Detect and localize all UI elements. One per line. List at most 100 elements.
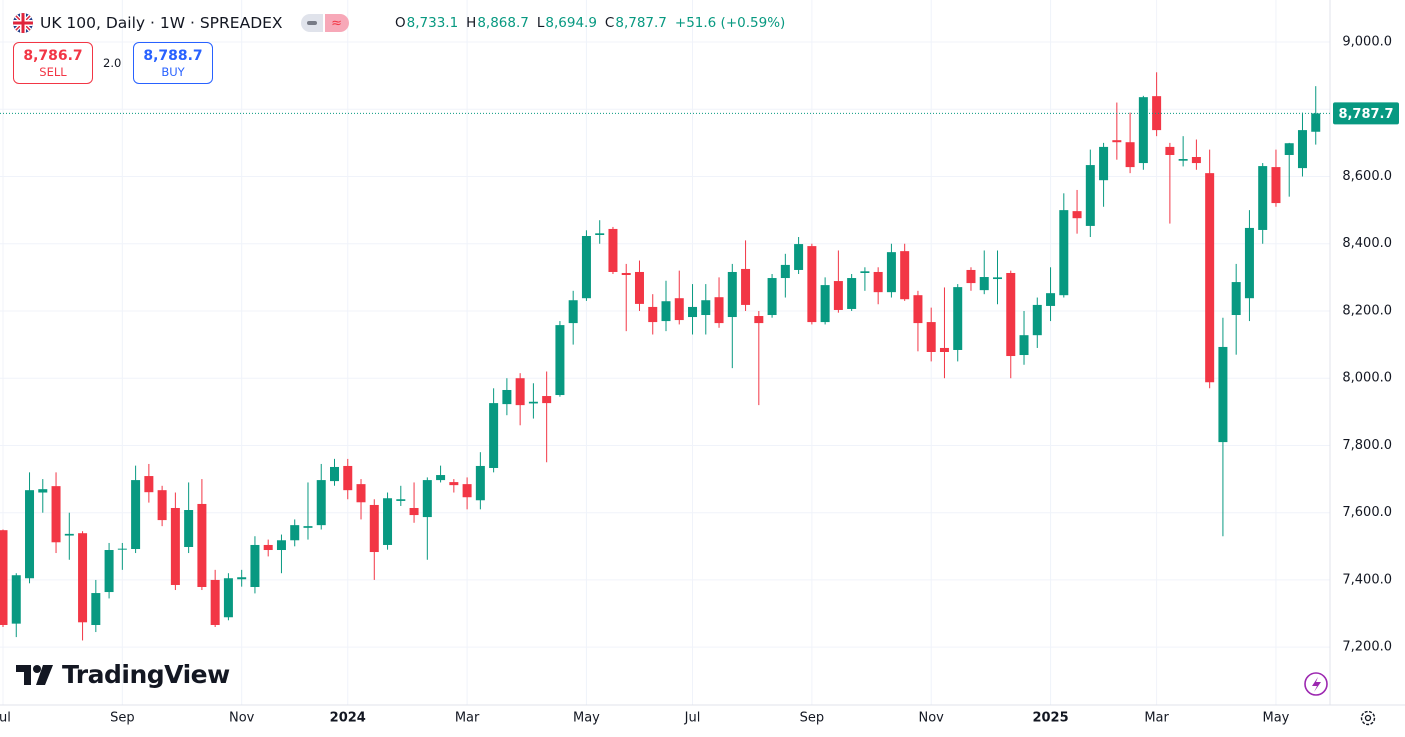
candle-body — [409, 507, 419, 516]
candle-body — [581, 236, 591, 299]
spread: 2.0 — [103, 56, 122, 70]
candle-body — [767, 278, 777, 316]
candle-body — [860, 271, 870, 273]
brand-logo[interactable]: TradingView — [16, 660, 230, 689]
candle-body — [1125, 142, 1135, 168]
candle-body — [1072, 211, 1082, 219]
candle-body — [1032, 304, 1042, 336]
buy-label: BUY — [161, 65, 185, 79]
change-value: +51.6 (+0.59%) — [674, 15, 786, 31]
candle-body — [475, 465, 485, 501]
buy-button[interactable]: 8,788.7 BUY — [133, 42, 213, 84]
open-value: 8,733.1 — [406, 15, 459, 31]
candle-body — [741, 268, 751, 305]
candle-body — [223, 578, 233, 618]
candle-body — [144, 476, 154, 493]
candles — [0, 72, 1321, 641]
candle-body — [648, 306, 658, 323]
candle-body — [1165, 146, 1175, 155]
candle-body — [356, 484, 366, 503]
data-status[interactable]: ≈ — [324, 14, 349, 32]
y-tick-label: 7,400.0 — [1342, 572, 1392, 587]
y-tick-label: 8,000.0 — [1342, 371, 1392, 386]
candle-body — [979, 277, 989, 291]
sell-label: SELL — [39, 65, 67, 79]
candle-body — [170, 507, 180, 585]
high-label: H — [466, 15, 477, 31]
low-value: 8,694.9 — [545, 15, 597, 31]
close-label: C — [604, 15, 615, 31]
candle-body — [847, 278, 857, 309]
candle-body — [966, 269, 976, 284]
x-tick-label: Sep — [110, 711, 135, 726]
candle-body — [688, 306, 698, 318]
candle-body — [1046, 293, 1056, 306]
candle-body — [634, 271, 644, 304]
candle-body — [436, 475, 446, 481]
candle-body — [1099, 146, 1109, 181]
market-status[interactable] — [300, 14, 323, 32]
candle-body — [197, 503, 207, 587]
symbol-title[interactable]: UK 100, Daily · 1W · SPREADEX — [40, 14, 283, 32]
candle-body — [157, 490, 167, 521]
candle-body — [595, 233, 605, 235]
candle-body — [1284, 143, 1294, 155]
settings-ring — [1360, 710, 1376, 726]
x-tick-label: May — [1263, 711, 1290, 726]
last-price-label: 8,787.7 — [1338, 107, 1393, 122]
candle-body — [1138, 97, 1148, 164]
candle-body — [383, 498, 393, 545]
candle-body — [1218, 346, 1228, 443]
candle-body — [396, 499, 406, 501]
candle-body — [184, 510, 194, 547]
candle-body — [1191, 157, 1201, 164]
candle-body — [11, 575, 21, 624]
candle-body — [661, 301, 671, 322]
brand-icon — [16, 664, 53, 685]
y-tick-label: 8,600.0 — [1342, 169, 1392, 184]
candle-body — [117, 548, 127, 550]
candle-body — [1205, 173, 1215, 383]
x-tick-label: May — [573, 711, 600, 726]
lightning-circle — [1304, 672, 1328, 696]
uk-flag — [13, 13, 33, 33]
x-tick-label: Jul — [684, 711, 701, 726]
candle-body — [1297, 130, 1307, 169]
candle-body — [0, 530, 8, 625]
y-tick-label: 7,800.0 — [1342, 438, 1392, 453]
candle-body — [1311, 113, 1321, 132]
x-tick-label: Nov — [919, 711, 945, 726]
candle-body — [807, 246, 817, 323]
candle-body — [1244, 227, 1254, 299]
candle-body — [568, 300, 578, 324]
candle-body — [1085, 165, 1095, 226]
candle-body — [303, 526, 313, 528]
candle-body — [51, 486, 61, 543]
candle-body — [528, 401, 538, 404]
candle-body — [555, 325, 565, 396]
candle-body — [290, 525, 300, 541]
candle-body — [794, 244, 804, 270]
candle-body — [489, 403, 499, 468]
candle-body — [449, 482, 459, 486]
settings-center — [1364, 714, 1372, 722]
symbol-bar: UK 100, Daily · 1W · SPREADEX ≈ — [12, 10, 349, 36]
candle-body — [210, 579, 220, 625]
y-tick-label: 7,600.0 — [1342, 505, 1392, 520]
last-price-tag — [1333, 102, 1399, 125]
candle-body — [25, 490, 35, 579]
settings-button[interactable] — [1360, 710, 1376, 726]
candle-body — [1006, 272, 1016, 357]
lightning-button[interactable] — [1304, 672, 1328, 696]
candle-body — [754, 316, 764, 324]
candle-body — [250, 544, 260, 587]
candle-body — [515, 378, 525, 406]
candle-body — [674, 298, 684, 321]
candle-body — [502, 389, 512, 405]
x-tick-label: Sep — [800, 711, 825, 726]
brand-name: TradingView — [62, 660, 230, 689]
candle-body — [820, 285, 830, 323]
status-dash — [306, 21, 317, 25]
sell-button[interactable]: 8,786.7 SELL — [13, 42, 93, 84]
